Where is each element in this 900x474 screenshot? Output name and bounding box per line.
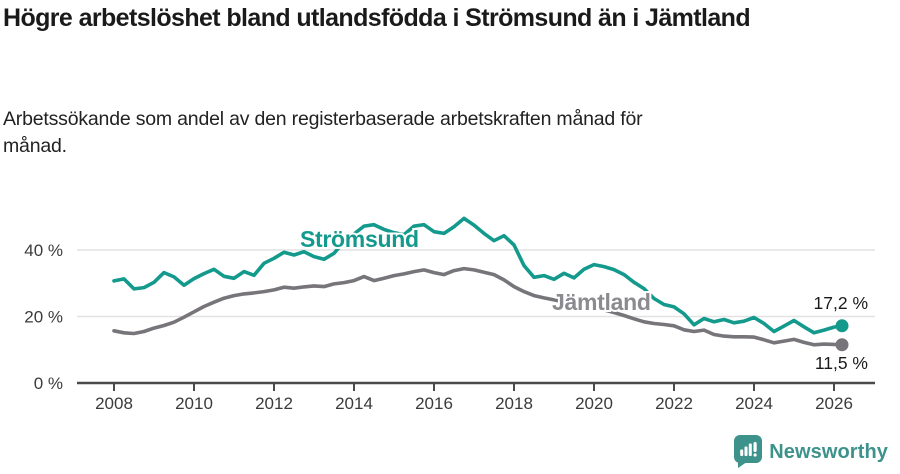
series-line-stromsund — [112, 216, 844, 335]
page-title: Högre arbetslöshet bland utlandsfödda i … — [3, 4, 751, 32]
x-axis-tick-label: 2012 — [255, 394, 293, 413]
series-label-stromsund: Strömsund — [300, 226, 419, 252]
x-axis-tick-label: 2014 — [335, 394, 373, 413]
y-axis-tick-label: 0 % — [34, 374, 63, 393]
series-end-dot-jamtland — [835, 338, 849, 352]
x-axis-tick-label: 2024 — [735, 394, 773, 413]
end-value-label-jamtland: 11,5 % — [815, 353, 868, 373]
y-axis-tick-label: 20 % — [24, 308, 63, 327]
x-axis-tick-label: 2010 — [175, 394, 213, 413]
x-axis-tick-label: 2008 — [95, 394, 133, 413]
y-axis-tick-label: 40 % — [24, 241, 63, 260]
x-axis-tick-label: 2016 — [415, 394, 453, 413]
brand-footer: Newsworthy — [733, 435, 888, 469]
series-line-jamtland — [112, 266, 844, 347]
x-axis-tick-label: 2022 — [655, 394, 693, 413]
chart-subtitle: Arbetssökande som andel av den registerb… — [3, 108, 643, 157]
series-end-dot-stromsund — [835, 319, 849, 333]
x-axis-tick-label: 2020 — [575, 394, 613, 413]
x-axis-tick-label: 2026 — [815, 394, 853, 413]
brand-name: Newsworthy — [769, 440, 888, 463]
x-axis-tick-label: 2018 — [495, 394, 533, 413]
end-value-label-stromsund: 17,2 % — [814, 293, 868, 313]
series-label-jamtland: Jämtland — [552, 289, 651, 315]
newsworthy-logo-icon — [734, 435, 763, 468]
